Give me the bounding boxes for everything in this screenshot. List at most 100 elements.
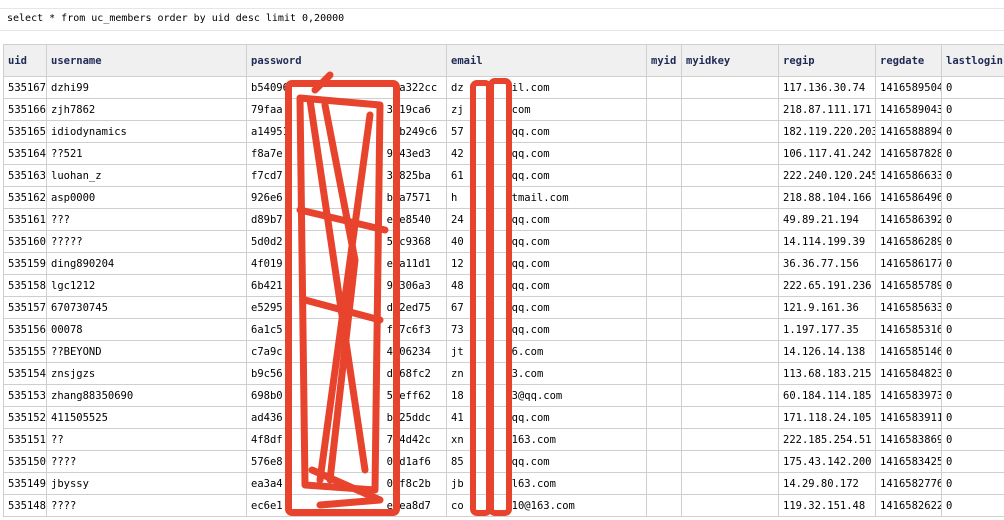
- cell-myidkey[interactable]: [681, 384, 779, 407]
- cell-username[interactable]: zjh7862: [46, 98, 247, 121]
- cell-myidkey[interactable]: [681, 406, 779, 429]
- cell-regdate[interactable]: 1416586177: [875, 252, 942, 275]
- cell-username[interactable]: luohan_z: [46, 164, 247, 187]
- table-row[interactable]: 535149 jbyssy ea3a4 07f8c2b jb l63.com 14.29.8…: [3, 472, 1004, 495]
- cell-uid[interactable]: 535166: [3, 98, 47, 121]
- cell-regip[interactable]: 106.117.41.242: [778, 142, 876, 165]
- cell-uid[interactable]: 535155: [3, 340, 47, 363]
- cell-regip[interactable]: 119.32.151.48: [778, 494, 876, 517]
- cell-username[interactable]: 00078: [46, 318, 247, 341]
- cell-myidkey[interactable]: [681, 450, 779, 473]
- cell-uid[interactable]: 535151: [3, 428, 47, 451]
- cell-username[interactable]: ??: [46, 428, 247, 451]
- cell-regip[interactable]: 171.118.24.105: [778, 406, 876, 429]
- cell-regdate[interactable]: 1416582776: [875, 472, 942, 495]
- cell-email[interactable]: 61 qq.com: [446, 164, 647, 187]
- cell-lastlogin[interactable]: 0: [941, 120, 1004, 143]
- cell-myidkey[interactable]: [681, 164, 779, 187]
- cell-uid[interactable]: 535150: [3, 450, 47, 473]
- cell-myidkey[interactable]: [681, 252, 779, 275]
- cell-uid[interactable]: 535159: [3, 252, 47, 275]
- cell-myidkey[interactable]: [681, 472, 779, 495]
- cell-myidkey[interactable]: [681, 76, 779, 99]
- cell-username[interactable]: ???: [46, 208, 247, 231]
- cell-lastlogin[interactable]: 0: [941, 472, 1004, 495]
- cell-myid[interactable]: [646, 120, 682, 143]
- cell-username[interactable]: lgc1212: [46, 274, 247, 297]
- cell-regip[interactable]: 218.87.111.171: [778, 98, 876, 121]
- cell-lastlogin[interactable]: 0: [941, 406, 1004, 429]
- col-header-lastlogin[interactable]: lastlogin: [941, 44, 1004, 77]
- cell-email[interactable]: xn 163.com: [446, 428, 647, 451]
- cell-myid[interactable]: [646, 472, 682, 495]
- cell-myidkey[interactable]: [681, 318, 779, 341]
- cell-email[interactable]: 18 3@qq.com: [446, 384, 647, 407]
- col-header-myidkey[interactable]: myidkey: [681, 44, 779, 77]
- cell-username[interactable]: ????: [46, 494, 247, 517]
- cell-uid[interactable]: 535164: [3, 142, 47, 165]
- cell-lastlogin[interactable]: 0: [941, 164, 1004, 187]
- cell-regip[interactable]: 49.89.21.194: [778, 208, 876, 231]
- cell-myid[interactable]: [646, 164, 682, 187]
- cell-regdate[interactable]: 1416583911: [875, 406, 942, 429]
- cell-myid[interactable]: [646, 428, 682, 451]
- cell-regip[interactable]: 60.184.114.185: [778, 384, 876, 407]
- cell-regip[interactable]: 113.68.183.215: [778, 362, 876, 385]
- cell-myidkey[interactable]: [681, 142, 779, 165]
- cell-regdate[interactable]: 1416589043: [875, 98, 942, 121]
- cell-uid[interactable]: 535163: [3, 164, 47, 187]
- cell-myidkey[interactable]: [681, 98, 779, 121]
- cell-email[interactable]: jt 6.com: [446, 340, 647, 363]
- cell-myidkey[interactable]: [681, 362, 779, 385]
- cell-regip[interactable]: 222.240.120.245: [778, 164, 876, 187]
- cell-myid[interactable]: [646, 296, 682, 319]
- cell-uid[interactable]: 535161: [3, 208, 47, 231]
- cell-email[interactable]: 24 qq.com: [446, 208, 647, 231]
- cell-myidkey[interactable]: [681, 186, 779, 209]
- cell-username[interactable]: ??BEYOND: [46, 340, 247, 363]
- cell-uid[interactable]: 535154: [3, 362, 47, 385]
- cell-username[interactable]: dzhi99: [46, 76, 247, 99]
- cell-lastlogin[interactable]: 0: [941, 450, 1004, 473]
- col-header-myid[interactable]: myid: [646, 44, 682, 77]
- cell-uid[interactable]: 535167: [3, 76, 47, 99]
- cell-uid[interactable]: 535162: [3, 186, 47, 209]
- cell-username[interactable]: idiodynamics: [46, 120, 247, 143]
- table-row[interactable]: 535163 luohan_z f7cd7 31825ba 61 qq.com 222.24…: [3, 164, 1004, 187]
- table-row[interactable]: 535148???? ec6e1 e1ea8d7 co 10@163.com 119.32…: [3, 494, 1004, 517]
- cell-regip[interactable]: 36.36.77.156: [778, 252, 876, 275]
- cell-uid[interactable]: 535156: [3, 318, 47, 341]
- cell-uid[interactable]: 535153: [3, 384, 47, 407]
- cell-lastlogin[interactable]: 0: [941, 296, 1004, 319]
- cell-lastlogin[interactable]: 0: [941, 208, 1004, 231]
- cell-regdate[interactable]: 1416585146: [875, 340, 942, 363]
- cell-regdate[interactable]: 1416586496: [875, 186, 942, 209]
- cell-email[interactable]: zn 3.com: [446, 362, 647, 385]
- col-header-password[interactable]: password: [246, 44, 447, 77]
- cell-regip[interactable]: 218.88.104.166: [778, 186, 876, 209]
- cell-username[interactable]: 670730745: [46, 296, 247, 319]
- cell-lastlogin[interactable]: 0: [941, 252, 1004, 275]
- cell-myid[interactable]: [646, 340, 682, 363]
- cell-regdate[interactable]: 1416583869: [875, 428, 942, 451]
- cell-uid[interactable]: 535149: [3, 472, 47, 495]
- cell-uid[interactable]: 535148: [3, 494, 47, 517]
- cell-username[interactable]: ??521: [46, 142, 247, 165]
- cell-lastlogin[interactable]: 0: [941, 494, 1004, 517]
- cell-username[interactable]: ????: [46, 450, 247, 473]
- cell-username[interactable]: ?????: [46, 230, 247, 253]
- col-header-regdate[interactable]: regdate: [875, 44, 942, 77]
- cell-myid[interactable]: [646, 362, 682, 385]
- cell-email[interactable]: 73 qq.com: [446, 318, 647, 341]
- cell-myid[interactable]: [646, 384, 682, 407]
- col-header-regip[interactable]: regip: [778, 44, 876, 77]
- cell-myid[interactable]: [646, 318, 682, 341]
- cell-regdate[interactable]: 1416585789: [875, 274, 942, 297]
- cell-regip[interactable]: 121.9.161.36: [778, 296, 876, 319]
- cell-regip[interactable]: 222.65.191.236: [778, 274, 876, 297]
- cell-regip[interactable]: 175.43.142.200: [778, 450, 876, 473]
- col-header-username[interactable]: username: [46, 44, 247, 77]
- col-header-uid[interactable]: uid: [3, 44, 47, 77]
- cell-email[interactable]: 12 qq.com: [446, 252, 647, 275]
- cell-myid[interactable]: [646, 186, 682, 209]
